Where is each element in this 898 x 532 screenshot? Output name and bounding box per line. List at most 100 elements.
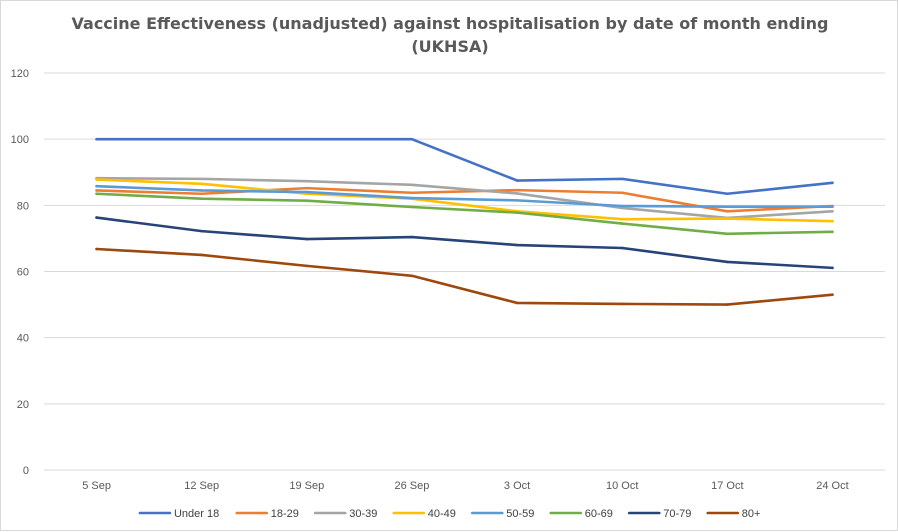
legend-item: 40-49 [392,508,456,520]
data-point [410,196,414,200]
data-point [200,253,203,257]
data-point [515,192,519,195]
data-point [95,247,98,251]
x-tick-label: 24 Oct [816,480,848,492]
y-axis-ticks: 0 20 40 60 80 100 120 [11,68,29,477]
data-point [305,264,309,268]
y-tick-label: 40 [17,333,29,345]
data-point [95,189,98,192]
data-point [200,189,203,192]
legend-label: 50-59 [506,508,534,520]
data-point [620,222,624,225]
x-axis-ticks: 5 Sep 12 Sep 19 Sep 26 Sep 3 Oct 10 Oct 17 Oct… [82,480,848,492]
data-point [410,191,414,195]
data-point [726,192,729,196]
legend-item: 30-39 [313,508,377,520]
data-point [515,199,519,202]
data-point [620,204,624,208]
series-line-70-79 [95,216,834,270]
data-point [515,301,519,305]
series-lines [95,137,834,306]
data-point [831,205,834,208]
legend-label: 18-29 [271,508,299,520]
data-point [620,246,624,250]
data-point [831,209,834,213]
data-point [831,181,834,185]
data-point [95,178,98,181]
data-point [515,243,519,247]
data-point [200,229,203,233]
data-point [831,219,834,223]
data-point [726,217,729,220]
data-point [620,302,624,306]
data-point [410,235,414,239]
data-point [831,230,834,234]
data-point [95,192,98,196]
legend-item: 70-79 [627,508,691,520]
y-tick-label: 100 [11,134,29,146]
legend-label: 30-39 [349,508,377,520]
data-point [305,237,309,241]
data-point [726,303,729,306]
data-point [305,137,309,141]
data-point [515,179,519,182]
data-point [620,177,624,181]
data-point [200,182,203,186]
data-point [410,205,414,209]
data-point [515,188,519,192]
data-point [726,232,729,236]
legend-item: 50-59 [470,508,534,520]
chart-title-line-1: Vaccine Effectiveness (unadjusted) again… [72,14,829,33]
data-point [95,137,98,141]
legend-item: 60-69 [549,508,613,520]
data-point [95,184,98,188]
data-point [200,192,203,196]
data-point [305,199,309,203]
legend-label: 80+ [742,508,761,520]
legend-label: 40-49 [428,508,456,520]
legend-item: 18-29 [235,508,299,520]
legend-label: 70-79 [663,508,691,520]
data-point [726,209,729,213]
data-point [410,137,414,141]
series-line-60-69 [95,192,834,236]
x-tick-label: 26 Sep [395,480,430,492]
data-point [200,137,203,141]
y-tick-label: 80 [17,200,29,212]
data-point [620,191,624,195]
data-point [200,197,203,201]
data-point [305,186,309,190]
data-point [620,206,624,210]
series-line-80- [95,247,834,306]
data-point [305,179,309,183]
gridlines [44,72,885,471]
x-tick-label: 10 Oct [606,480,638,492]
y-tick-label: 0 [23,465,29,477]
data-point [305,190,309,194]
y-tick-label: 20 [17,399,29,411]
series-line-30-39 [95,176,834,220]
data-point [831,293,834,296]
series-line-18-29 [95,186,834,213]
y-tick-label: 120 [11,68,29,80]
legend-label: 60-69 [585,508,613,520]
legend: Under 18 18-29 30-39 40-49 50-59 60-69 70-79 80… [138,508,761,520]
data-point [831,266,834,270]
series-line-under-18 [95,137,834,196]
data-point [515,211,519,214]
x-tick-label: 5 Sep [82,480,111,492]
data-point [726,260,729,264]
x-tick-label: 12 Sep [184,480,219,492]
x-tick-label: 17 Oct [711,480,743,492]
x-tick-label: 19 Sep [289,480,324,492]
series-line-40-49 [95,178,834,223]
chart-title-line-2: (UKHSA) [411,37,488,56]
data-point [726,205,729,208]
x-tick-label: 3 Oct [504,480,530,492]
y-tick-label: 60 [17,267,29,279]
data-point [410,274,414,278]
data-point [620,217,624,221]
series-line-50-59 [95,184,834,208]
